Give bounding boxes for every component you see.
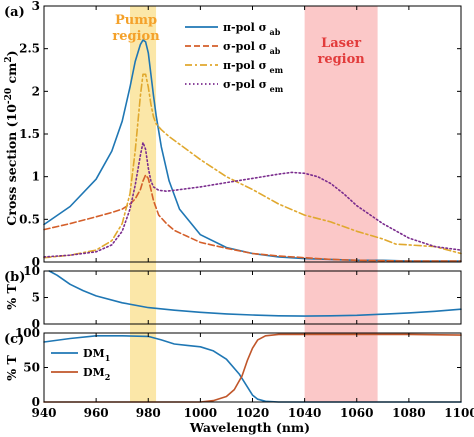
x-tick-label: 980 xyxy=(136,406,161,420)
panel-a-legend: π-pol σ ab σ-pol σ ab π-pol σ em σ-pol σ em xyxy=(185,21,284,94)
panel-b-y-tick-label: 5 xyxy=(32,291,40,305)
panel-b: 0 5 10(b) xyxy=(4,264,462,331)
pump-region-label: Pump region xyxy=(112,13,160,44)
x-tick-label: 1060 xyxy=(340,406,373,420)
x-tick-label: 940 xyxy=(31,406,56,420)
panel-a-y-tick-label: 1 xyxy=(32,170,40,184)
panel-c-series-2-line xyxy=(43,333,462,403)
panel-c-y-axis-label: % T xyxy=(4,355,19,381)
panel-a-y-axis-label: Cross section (10-20 cm2) xyxy=(4,50,19,225)
panel-a-y-tick-label: 1.5 xyxy=(19,127,40,141)
laser-region-band xyxy=(304,6,378,402)
panel-a-y-tick-label: 2 xyxy=(32,84,40,98)
panel-b-y-axis-label: % T xyxy=(4,284,19,310)
panel-c-series-1-line xyxy=(43,334,462,403)
panel-a-y-tick-label: 0.5 xyxy=(19,212,40,226)
x-tick-label: 960 xyxy=(84,406,109,420)
x-tick-label: 1100 xyxy=(444,406,474,420)
panel-a-series-3-line xyxy=(43,73,462,259)
panel-b-y-tick-label: 0 xyxy=(32,317,40,331)
panel-a-y-tick-label: 2.5 xyxy=(19,42,40,56)
panel-a-tag: (a) xyxy=(4,5,25,20)
panel-c-y-tick-label: 0 xyxy=(32,395,40,409)
legend-entry: σ-pol σ ab xyxy=(223,40,281,56)
legend-entry: π-pol σ ab xyxy=(223,21,281,37)
x-tick-label: 1000 xyxy=(184,406,217,420)
chart-panels: 0 0.5 1 1.5 2 2.5 3 (a) 0 5 10(b) 0 50 100(c) 940 960 98… xyxy=(4,0,474,420)
panel-a-y-tick-label: 0 xyxy=(32,255,40,269)
panel-b-frame xyxy=(43,270,462,325)
panel-c-y-tick-label: 50 xyxy=(23,361,40,375)
panel-c-frame xyxy=(43,332,462,403)
panel-a-series-4-line xyxy=(43,141,462,258)
laser-region-label: Laser region xyxy=(317,36,365,67)
panel-c-y-tick-label: 100 xyxy=(15,326,40,340)
panel-b-series-1-line xyxy=(48,270,462,317)
panel-c-tag: (c) xyxy=(4,332,24,347)
x-tick-label: 1020 xyxy=(236,406,269,420)
panel-a: 0 0.5 1 1.5 2 2.5 3 (a) xyxy=(4,0,462,269)
legend-entry: σ-pol σ em xyxy=(223,78,284,94)
x-tick-label: 1080 xyxy=(392,406,425,420)
panel-c: 0 50 100(c) xyxy=(4,326,462,409)
panel-a-series-2-line xyxy=(43,174,462,262)
x-tick-label: 1040 xyxy=(288,406,321,420)
shaded-regions xyxy=(130,6,378,402)
panel-a-series-1-line xyxy=(43,39,462,262)
legend-entry: DM2 xyxy=(83,366,110,382)
panel-b-tag: (b) xyxy=(4,270,25,285)
panel-b-y-tick-label: 10 xyxy=(23,264,40,278)
legend-entry: π-pol σ em xyxy=(223,59,284,75)
legend-entry: DM1 xyxy=(83,347,110,363)
panel-a-y-tick-label: 3 xyxy=(32,0,40,13)
x-axis-label: Wavelength (nm) xyxy=(189,420,310,435)
